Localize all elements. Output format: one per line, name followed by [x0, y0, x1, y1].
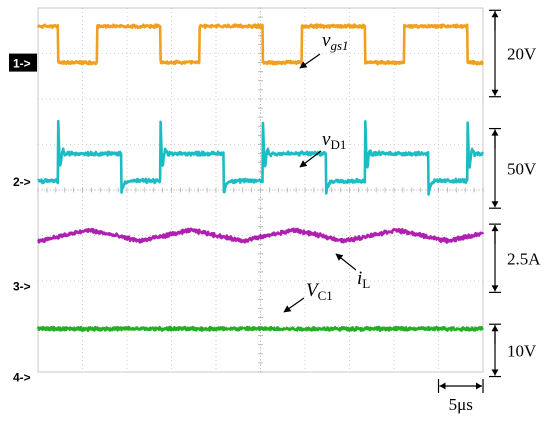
series-label-subscript: gs1: [330, 38, 348, 53]
channel-marker-label: 2->: [13, 175, 31, 189]
trace-vD1: [37, 119, 485, 196]
series-label-vD1: vD1: [322, 129, 346, 152]
scale-bar-arrow: [491, 285, 499, 292]
trace-group: [36, 23, 485, 333]
scale-bar-label: 2.5A: [507, 249, 541, 268]
channel-marker-label: 4->: [13, 371, 31, 385]
plot-grid: [37, 7, 484, 373]
scale-bar-arrow: [491, 11, 499, 18]
trace-iL: [37, 227, 485, 244]
trace-VC1: [36, 325, 484, 333]
scale-bar-arrow: [491, 89, 499, 96]
time-scale-arrow: [439, 382, 446, 390]
scale-bar-label: 50V: [507, 159, 537, 178]
series-label-main: i: [357, 268, 362, 289]
series-label-arrow: [335, 253, 357, 271]
series-label-arrow: [299, 150, 322, 168]
series-label-arrow: [283, 297, 305, 313]
series-label-vgs1: vgs1: [322, 30, 349, 53]
scale-bar-arrow: [491, 325, 499, 332]
time-scale-arrow: [476, 382, 482, 390]
scale-bar-arrow: [491, 201, 499, 208]
scale-bar-arrow: [491, 225, 499, 232]
series-label-main: V: [306, 280, 320, 301]
channel-marker-label: 1->: [13, 57, 31, 71]
series-label-subscript: L: [362, 276, 370, 291]
time-scale-label: 5μs: [449, 395, 473, 414]
scale-bar-arrow: [491, 369, 499, 376]
series-label-arrow: [299, 53, 321, 69]
scale-bar-label: 10V: [507, 341, 537, 360]
scale-bar-arrow: [491, 129, 499, 136]
series-label-subscript: C1: [318, 288, 333, 303]
channel-marker-label: 3->: [13, 280, 31, 294]
series-label-main: v: [322, 30, 331, 51]
series-label-subscript: D1: [330, 137, 346, 152]
trace-vgs1: [36, 23, 485, 66]
scale-bar-label: 20V: [507, 45, 537, 64]
series-label-iL: iL: [357, 268, 370, 291]
series-label-main: v: [322, 129, 331, 150]
series-label-VC1: VC1: [306, 280, 333, 303]
channel-marker-box: [9, 53, 37, 72]
